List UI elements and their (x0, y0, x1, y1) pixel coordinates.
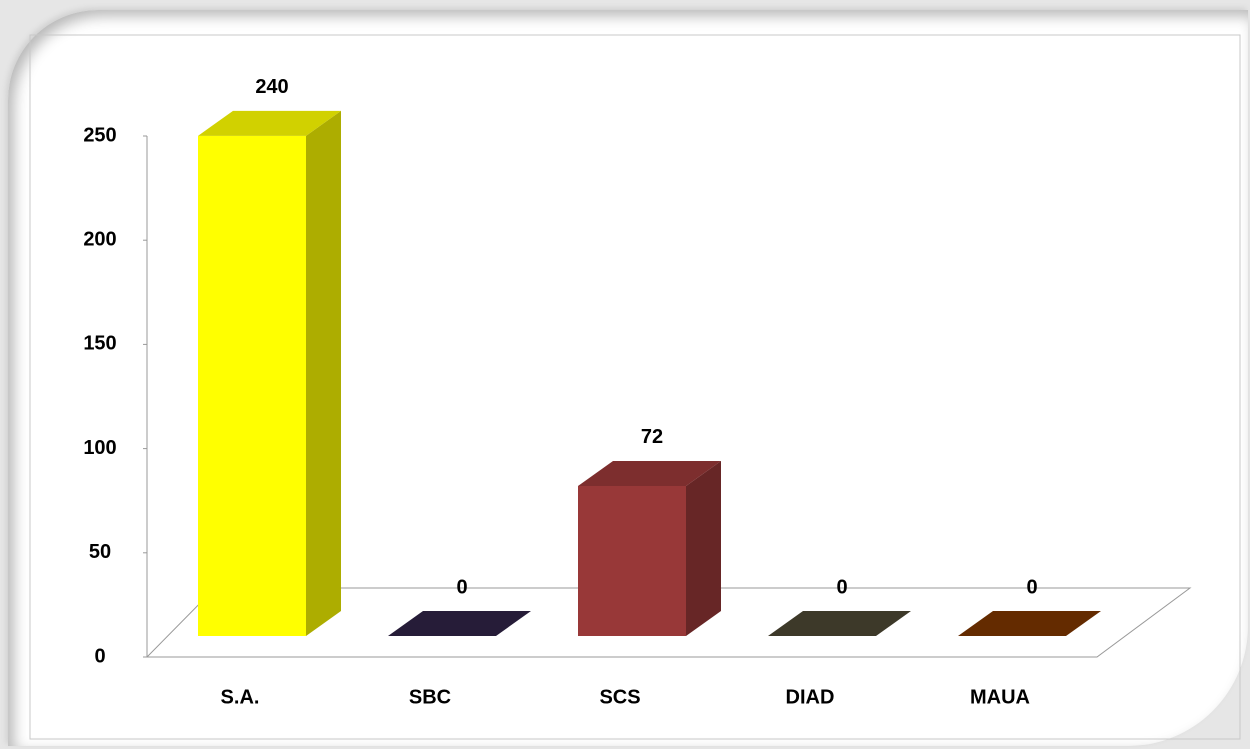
x-tick-label: MAUA (970, 686, 1030, 708)
bar-top (198, 110, 341, 136)
bar-top (768, 611, 911, 636)
y-tick-label: 100 (83, 437, 116, 459)
bar-top (958, 611, 1101, 636)
bar-top (578, 460, 721, 486)
bar-side (686, 460, 721, 636)
y-tick-label: 150 (83, 333, 116, 355)
value-label: 72 (641, 426, 663, 448)
y-tick-label: 0 (94, 645, 105, 667)
value-label: 240 (255, 76, 288, 98)
y-tick-label: 250 (83, 124, 116, 146)
x-tick-label: S.A. (221, 686, 260, 708)
bar-front (578, 485, 686, 636)
y-tick-label: 200 (83, 228, 116, 250)
value-label: 0 (456, 576, 467, 598)
y-tick-label: 50 (89, 541, 111, 563)
x-tick-label: SBC (409, 686, 451, 708)
bar-front (198, 135, 306, 636)
value-label: 0 (1026, 576, 1037, 598)
bar-side (306, 110, 341, 637)
plot-frame (29, 34, 1241, 740)
bar-top (388, 611, 531, 636)
x-tick-label: DIAD (786, 686, 835, 708)
x-tick-label: SCS (599, 686, 640, 708)
value-label: 0 (836, 576, 847, 598)
